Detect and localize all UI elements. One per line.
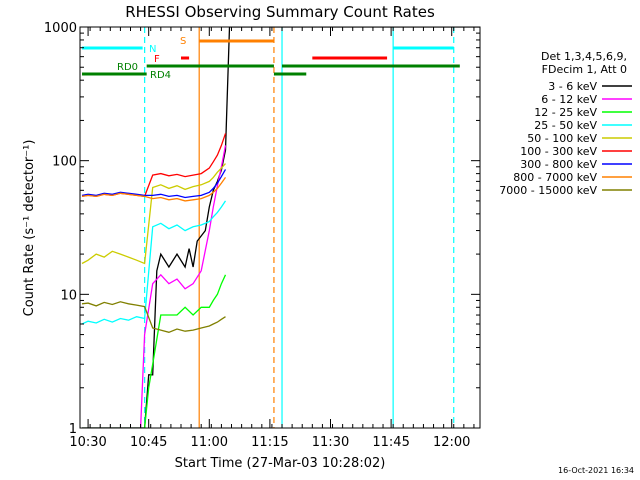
x-axis: 10:30 10:45 11:00 11:15 11:30 11:45 12:00 <box>69 27 475 450</box>
x-tick-label: 10:45 <box>130 435 167 450</box>
legend-entry-label: 300 - 800 keV <box>520 158 597 171</box>
x-tick-label: 12:00 <box>433 435 470 450</box>
x-tick-label: 10:30 <box>69 435 106 450</box>
legend-entry-label: 50 - 100 keV <box>527 132 597 145</box>
y-tick-label: 10 <box>60 288 77 303</box>
series-line-2 <box>82 274 227 428</box>
flag-label-s: S <box>180 36 186 47</box>
y-axis-label: Count Rate (s⁻¹ detector⁻¹) <box>22 140 37 317</box>
flag-label-rd4: RD4 <box>150 70 171 81</box>
legend-entry-label: 6 - 12 keV <box>541 93 597 106</box>
series-line-0 <box>82 27 480 428</box>
x-tick-label: 11:15 <box>251 435 288 450</box>
flag-label-rd0: RD0 <box>117 62 138 73</box>
x-axis-label: Start Time (27-Mar-03 10:28:02) <box>175 456 386 471</box>
series-line-1 <box>82 145 227 428</box>
legend: Det 1,3,4,5,6,9,FDecim 1, Att 0 3 - 6 keV… <box>499 50 632 197</box>
x-tick-label: 11:30 <box>312 435 349 450</box>
chart-title: RHESSI Observing Summary Count Rates <box>125 3 435 21</box>
generation-timestamp: 16-Oct-2021 16:34 <box>558 466 634 475</box>
y-tick-label: 1000 <box>44 21 77 36</box>
plot-frame <box>79 26 481 429</box>
plot-area: N S F RD0 RD4 <box>79 26 481 429</box>
legend-entry-label: 25 - 50 keV <box>534 119 597 132</box>
y-tick-label: 100 <box>52 155 77 170</box>
series-line-3 <box>81 200 227 325</box>
series-line-7 <box>81 177 227 202</box>
series-line-4 <box>81 163 226 265</box>
flag-label-f: F <box>154 54 160 65</box>
legend-entry-label: 7000 - 15000 keV <box>499 184 597 197</box>
legend-entry-label: 100 - 300 keV <box>520 145 597 158</box>
flag-label-n: N <box>149 44 156 55</box>
series-line-8 <box>81 301 226 333</box>
legend-entry-label: 800 - 7000 keV <box>513 171 597 184</box>
x-tick-label: 11:45 <box>372 435 409 450</box>
series-line-6 <box>81 169 227 199</box>
legend-entry-label: 12 - 25 keV <box>534 106 597 119</box>
legend-title-line: Det 1,3,4,5,6,9, <box>541 50 627 63</box>
legend-entry-label: 3 - 6 keV <box>548 80 597 93</box>
legend-title-line: FDecim 1, Att 0 <box>542 63 627 76</box>
y-tick-label: 1 <box>69 422 77 437</box>
x-tick-label: 11:00 <box>191 435 228 450</box>
y-axis: 1 10 100 1000 <box>44 21 480 437</box>
